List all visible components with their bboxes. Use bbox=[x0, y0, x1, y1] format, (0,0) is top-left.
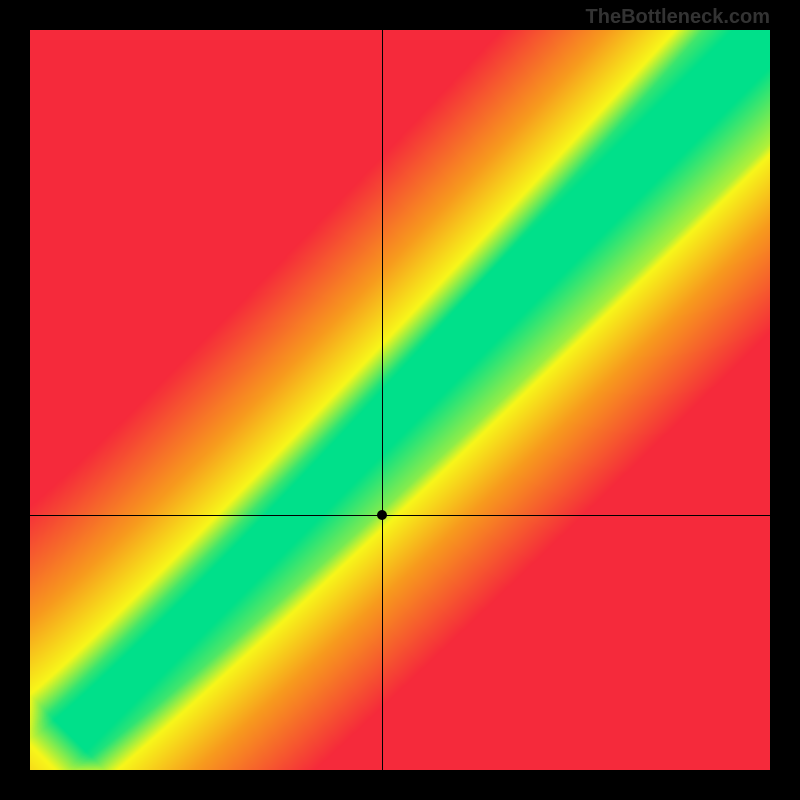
crosshair-vertical bbox=[382, 30, 383, 770]
heatmap-plot-area bbox=[30, 30, 770, 770]
marker-point bbox=[377, 510, 387, 520]
heatmap-canvas bbox=[30, 30, 770, 770]
crosshair-horizontal bbox=[30, 515, 770, 516]
watermark-text: TheBottleneck.com bbox=[586, 6, 770, 29]
